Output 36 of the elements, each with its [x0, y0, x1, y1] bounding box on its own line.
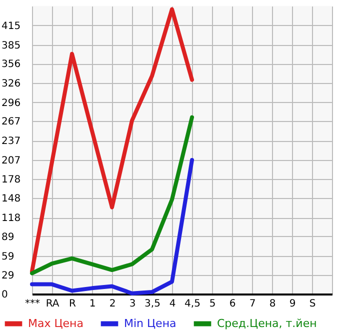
- x-tick-label: 9: [289, 298, 296, 310]
- y-tick-label: 89: [2, 232, 14, 243]
- x-tick-label: 7: [249, 298, 256, 310]
- x-tick-label: 3,5: [144, 298, 160, 310]
- x-tick-label: S: [309, 298, 316, 310]
- x-tick-label: 2: [109, 298, 116, 310]
- y-tick-label: 237: [2, 136, 21, 148]
- y-tick-label: 385: [2, 40, 21, 52]
- y-tick-label: 207: [2, 156, 21, 167]
- legend-label: Сред.Цена, т.йен: [217, 316, 317, 330]
- x-tick-label: R: [69, 298, 76, 310]
- y-tick-label: 326: [2, 78, 21, 90]
- y-tick-label: 415: [2, 20, 21, 32]
- x-tick-label: 8: [269, 298, 276, 310]
- y-tick-label: 29: [2, 270, 14, 282]
- x-tick-label: ***: [25, 298, 40, 310]
- x-tick-label: 1: [89, 298, 96, 310]
- x-tick-label: 4,5: [184, 298, 200, 310]
- legend-label: Max Цена: [28, 316, 84, 330]
- y-tick-label: 296: [2, 98, 21, 109]
- legend-label: Min Цена: [124, 316, 176, 330]
- y-tick-label: 178: [2, 174, 21, 186]
- y-tick-label: 148: [2, 194, 21, 205]
- x-tick-label: 5: [209, 298, 216, 310]
- y-tick-label: 267: [2, 116, 21, 128]
- line-series: [30, 158, 194, 296]
- x-tick-label: 4: [169, 298, 176, 310]
- y-tick-label: 59: [2, 251, 14, 262]
- x-tick-label: RA: [46, 298, 60, 310]
- y-tick-label: 0: [2, 290, 8, 300]
- y-tick-label: 356: [2, 59, 21, 70]
- y-tick-label: 118: [2, 213, 21, 224]
- x-tick-label: 3: [129, 298, 136, 310]
- x-tick-label: 6: [229, 298, 236, 310]
- line-series: [30, 7, 194, 274]
- line-series: [30, 115, 194, 276]
